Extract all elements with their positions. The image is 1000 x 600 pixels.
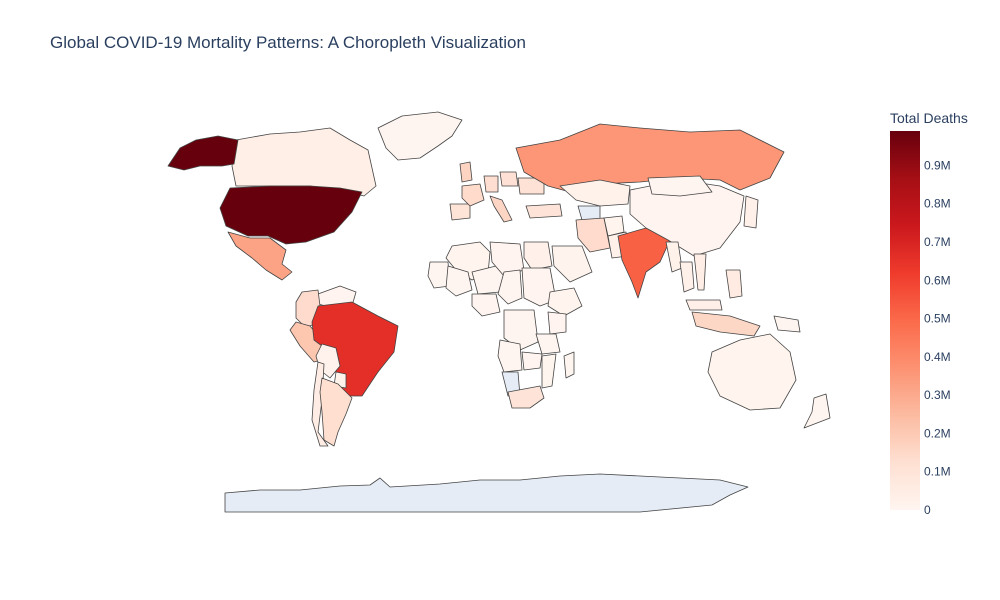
country-russia[interactable] (515, 123, 785, 193)
country-thailand[interactable] (679, 261, 695, 293)
country-spain[interactable] (449, 203, 471, 221)
country-turkey[interactable] (525, 203, 563, 219)
country-madagascar[interactable] (563, 351, 575, 379)
country-mongolia[interactable] (647, 175, 713, 197)
country-mauritania[interactable] (427, 261, 451, 289)
colorbar-ticks: 0 0.1M 0.2M 0.3M 0.4M 0.5M 0.6M 0.7M 0.8M 0.9M (924, 158, 951, 517)
country-zambia[interactable] (521, 351, 543, 371)
country-chile[interactable] (311, 361, 329, 447)
colorbar-tick-label: 0.7M (924, 235, 951, 249)
country-philippines[interactable] (725, 269, 743, 299)
colorbar-tick-label: 0.2M (924, 426, 951, 440)
country-canada[interactable] (231, 127, 377, 197)
country-saudi-arabia[interactable] (551, 245, 593, 283)
country-angola[interactable] (497, 339, 523, 373)
country-france[interactable] (461, 183, 485, 207)
country-nigeria[interactable] (471, 293, 501, 317)
country-tanzania[interactable] (535, 333, 561, 355)
colorbar-tick-label: 0.3M (924, 388, 951, 402)
country-poland[interactable] (499, 171, 519, 187)
country-south-africa[interactable] (507, 385, 545, 409)
country-united-kingdom[interactable] (459, 161, 473, 183)
country-iran[interactable] (575, 217, 611, 253)
colorbar-tick-label: 0.1M (924, 465, 951, 479)
country-papua-new-guinea[interactable] (773, 315, 801, 333)
colorbar-tick-label: 0.4M (924, 350, 951, 364)
colorbar-tick-label: 0.5M (924, 312, 951, 326)
country-kenya[interactable] (547, 311, 567, 335)
country-mali[interactable] (445, 265, 473, 297)
country-mexico[interactable] (227, 231, 293, 281)
country-china[interactable] (629, 179, 745, 257)
colorbar-gradient (890, 131, 920, 510)
country-germany[interactable] (483, 175, 499, 193)
country-antarctica[interactable] (224, 473, 749, 513)
country-vietnam[interactable] (693, 253, 707, 291)
country-mozambique[interactable] (541, 353, 557, 389)
colorbar-tick-label: 0.8M (924, 197, 951, 211)
chart-title: Global COVID-19 Mortality Patterns: A Ch… (50, 33, 526, 52)
country-dr-congo[interactable] (503, 309, 539, 351)
country-united-states[interactable] (219, 185, 363, 245)
country-chad[interactable] (497, 269, 523, 305)
colorbar-tick-label: 0.6M (924, 273, 951, 287)
colorbar-tick-label: 0.9M (924, 158, 951, 172)
country-shapes (167, 111, 831, 513)
country-italy[interactable] (489, 195, 513, 223)
country-new-zealand[interactable] (803, 393, 831, 429)
country-brazil[interactable] (311, 301, 399, 397)
country-alaska-usa[interactable] (167, 135, 239, 171)
country-kazakhstan[interactable] (559, 179, 631, 207)
country-australia[interactable] (707, 333, 797, 411)
country-malaysia[interactable] (685, 299, 723, 311)
country-argentina[interactable] (319, 377, 353, 447)
country-greenland[interactable] (377, 111, 463, 161)
country-afghanistan[interactable] (603, 215, 625, 237)
colorbar-title: Total Deaths (890, 110, 968, 126)
country-sudan[interactable] (521, 267, 557, 307)
country-indonesia[interactable] (691, 311, 761, 337)
colorbar-tick-label: 0 (924, 503, 931, 517)
country-japan[interactable] (743, 195, 759, 229)
country-ethiopia[interactable] (547, 287, 583, 317)
